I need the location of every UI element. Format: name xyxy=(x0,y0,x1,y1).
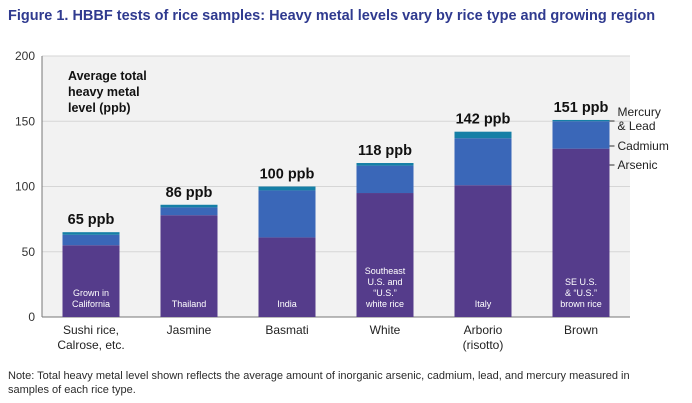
bar-segment-cadmium xyxy=(454,138,512,186)
region-label: U.S. and xyxy=(367,277,402,287)
total-label: 100 ppb xyxy=(260,167,315,183)
region-label: Southeast xyxy=(365,266,406,276)
bar-segment-mercury-lead xyxy=(62,232,120,235)
bar-segment-mercury-lead xyxy=(258,186,316,191)
bar-segment-cadmium xyxy=(258,190,316,238)
category-label: Jasmine xyxy=(167,323,212,337)
y-axis-title: heavy metal xyxy=(68,85,140,99)
region-label: California xyxy=(72,299,110,309)
region-label: & “U.S.” xyxy=(565,288,597,298)
chart-note: Note: Total heavy metal level shown refl… xyxy=(8,370,630,397)
category-label: Arborio xyxy=(464,323,503,337)
y-tick-label: 50 xyxy=(22,245,36,259)
y-axis-title: level (ppb) xyxy=(68,101,131,115)
legend-label: Arsenic xyxy=(618,158,658,172)
bar-segment-mercury-lead xyxy=(454,131,512,139)
total-label: 65 ppb xyxy=(68,212,115,228)
bar-segment-arsenic xyxy=(62,245,120,317)
region-label: India xyxy=(277,299,297,309)
bar-segment-cadmium xyxy=(356,165,414,194)
category-label: Brown xyxy=(564,323,598,337)
bar-segment-mercury-lead xyxy=(552,119,610,122)
legend-label: Cadmium xyxy=(618,139,669,153)
bar-segment-cadmium xyxy=(552,121,610,149)
category-label: (risotto) xyxy=(463,338,504,352)
region-label: Thailand xyxy=(172,299,207,309)
legend-label: Mercury xyxy=(618,105,661,119)
y-tick-label: 200 xyxy=(15,49,35,63)
bar-segment-mercury-lead xyxy=(160,204,218,208)
region-label: Italy xyxy=(475,299,492,309)
bar-segment-mercury-lead xyxy=(356,163,414,166)
region-label: SE U.S. xyxy=(565,277,597,287)
region-label: white rice xyxy=(365,299,404,309)
bar-segment-cadmium xyxy=(62,234,120,246)
bar-segment-arsenic xyxy=(356,193,414,317)
bar-segment-arsenic xyxy=(454,185,512,317)
category-label: White xyxy=(370,323,401,337)
total-label: 86 ppb xyxy=(166,185,213,201)
y-tick-label: 150 xyxy=(15,114,35,128)
category-label: Basmati xyxy=(265,323,308,337)
category-label: Calrose, etc. xyxy=(57,338,124,352)
total-label: 118 ppb xyxy=(358,143,412,159)
bar-segment-cadmium xyxy=(160,207,218,216)
bar-segment-arsenic xyxy=(552,148,610,317)
region-label: Grown in xyxy=(73,288,109,298)
total-label: 151 ppb xyxy=(554,100,609,116)
y-axis-title: Average total xyxy=(68,69,147,83)
chart-title: Figure 1. HBBF tests of rice samples: He… xyxy=(8,8,656,24)
y-tick-label: 100 xyxy=(15,180,35,194)
legend-label: & Lead xyxy=(618,119,656,133)
region-label: brown rice xyxy=(560,299,602,309)
total-label: 142 ppb xyxy=(456,112,511,128)
category-label: Sushi rice, xyxy=(63,323,119,337)
y-tick-label: 0 xyxy=(28,310,35,324)
region-label: “U.S.” xyxy=(373,288,397,298)
bar-segment-arsenic xyxy=(160,215,218,317)
bar-segment-arsenic xyxy=(258,237,316,317)
